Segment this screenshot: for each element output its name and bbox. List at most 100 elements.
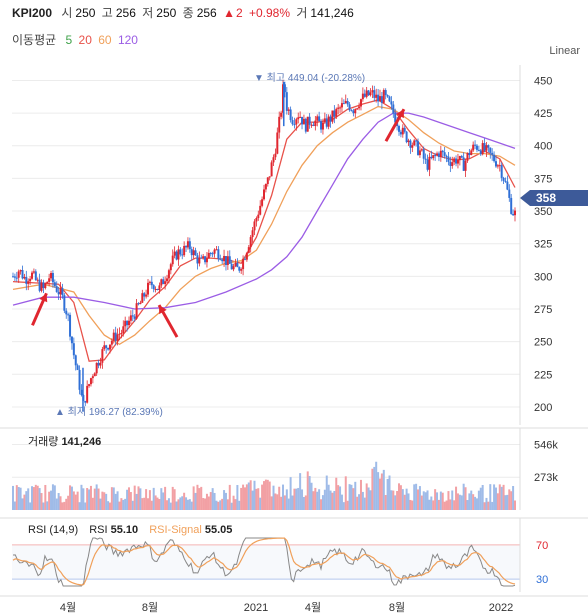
x-axis: 4월 8월 2021 4월 8월 2022 xyxy=(0,595,588,614)
open-label: 시 xyxy=(61,6,73,20)
candle-body xyxy=(15,277,18,279)
volume-bar xyxy=(453,500,456,510)
candle-body xyxy=(481,143,484,155)
price-tick-label: 250 xyxy=(534,337,552,349)
candle-body xyxy=(335,108,338,117)
candle-body xyxy=(418,150,421,156)
candle-body xyxy=(301,116,304,125)
candle-body xyxy=(164,281,167,285)
candle-body xyxy=(289,109,292,121)
volume-bar xyxy=(437,499,440,510)
volume-bar xyxy=(494,487,497,510)
candle-body xyxy=(38,279,41,291)
volume-bar xyxy=(479,487,482,510)
volume-bar xyxy=(122,499,125,510)
close-label: 종 xyxy=(182,6,194,20)
volume-bar xyxy=(420,495,423,510)
volume-bar xyxy=(287,498,290,510)
volume-bar xyxy=(346,500,349,510)
candle-body xyxy=(209,252,212,254)
volume-bar xyxy=(350,484,353,510)
volume-bar xyxy=(312,491,315,510)
candle-body xyxy=(89,378,92,385)
candle-body xyxy=(361,93,364,100)
volume-legend: 거래량 141,246 xyxy=(28,433,101,449)
price-grid xyxy=(12,79,520,408)
candle-body xyxy=(430,156,433,159)
candle-body xyxy=(312,124,315,126)
volume-bar xyxy=(59,496,62,510)
volume-bar xyxy=(228,484,231,510)
current-price: 358 xyxy=(536,191,556,205)
candle-body xyxy=(196,255,199,264)
candle-body xyxy=(12,276,14,278)
candle-body xyxy=(365,90,368,97)
candle-body xyxy=(462,157,465,171)
volume-bar xyxy=(342,502,345,510)
x-tick-label: 2022 xyxy=(489,602,513,614)
volume-bar xyxy=(434,489,437,510)
volume-bar xyxy=(38,488,41,510)
volume-bar xyxy=(310,482,313,510)
candle-body xyxy=(143,293,146,297)
candle-body xyxy=(50,273,53,279)
volume-bar xyxy=(289,477,292,510)
volume-bar xyxy=(135,493,138,510)
candle-body xyxy=(221,259,224,262)
volume-bar xyxy=(417,489,420,510)
volume-bar xyxy=(224,492,227,510)
volume-bar xyxy=(147,498,150,510)
volume-bar xyxy=(42,502,45,510)
candle-body xyxy=(127,320,130,326)
volume-bar xyxy=(439,491,442,510)
candle-body xyxy=(504,180,507,182)
candle-body xyxy=(179,249,182,255)
candle-body xyxy=(358,106,361,109)
scale-toggle[interactable]: Linear xyxy=(549,45,580,57)
candle-body xyxy=(339,107,342,109)
candle-body xyxy=(449,161,452,167)
volume-bar xyxy=(456,493,459,510)
candle-body xyxy=(86,385,89,403)
volume-bar xyxy=(234,499,237,510)
candle-body xyxy=(145,294,148,297)
candle-body xyxy=(226,256,229,266)
candle-body xyxy=(200,257,203,259)
volume-bar xyxy=(12,485,14,510)
ma-120: 120 xyxy=(117,33,138,47)
volume-bar xyxy=(126,489,129,510)
volume-bar xyxy=(474,496,477,510)
candle-body xyxy=(69,314,72,337)
volume-bar xyxy=(375,461,378,510)
candle-body xyxy=(413,140,416,146)
volume-bar xyxy=(118,501,121,510)
candle-body xyxy=(72,343,75,356)
candle-body xyxy=(483,143,486,151)
volume-bar xyxy=(500,486,503,510)
volume-bar xyxy=(32,487,35,510)
candle-body xyxy=(510,197,513,214)
candle-body xyxy=(325,118,328,127)
volume-bar xyxy=(325,475,328,510)
volume-bar xyxy=(508,489,511,510)
change-arrow-icon: ▲ xyxy=(223,6,235,20)
candle-body xyxy=(512,213,515,216)
volume-bar xyxy=(280,496,283,510)
volume-bar xyxy=(470,490,473,510)
rsi-line xyxy=(12,537,516,587)
volume-bar xyxy=(247,482,250,510)
candle-body xyxy=(453,158,456,163)
candle-body xyxy=(118,333,121,335)
candle-body xyxy=(40,282,43,291)
volume-bar xyxy=(232,495,235,510)
moving-average-legend[interactable]: 이동평균 5 20 60 120 xyxy=(12,31,141,48)
volume-bar xyxy=(84,502,87,510)
volume-bar xyxy=(167,498,170,510)
symbol[interactable]: KPI200 xyxy=(12,6,53,20)
candle-body xyxy=(213,249,216,254)
volume-bar xyxy=(441,492,444,510)
candle-body xyxy=(120,333,123,335)
candle-body xyxy=(156,288,159,290)
candle-body xyxy=(245,252,248,260)
